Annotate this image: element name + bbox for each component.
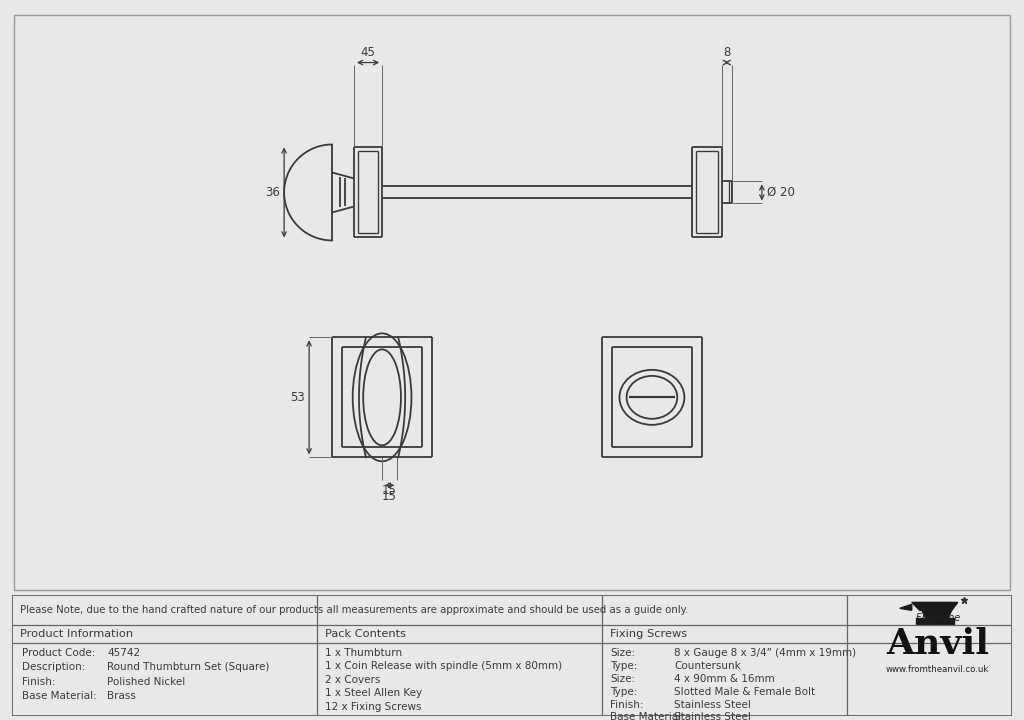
- Text: Please Note, due to the hand crafted nature of our products all measurements are: Please Note, due to the hand crafted nat…: [20, 606, 689, 616]
- Text: 53: 53: [291, 391, 305, 404]
- Text: www.fromtheanvil.co.uk: www.fromtheanvil.co.uk: [886, 665, 989, 675]
- Polygon shape: [922, 611, 951, 618]
- Text: 15: 15: [382, 490, 397, 503]
- Text: 12 x Fixing Screws: 12 x Fixing Screws: [325, 701, 422, 711]
- Text: 45: 45: [360, 45, 376, 58]
- Text: Pack Contents: Pack Contents: [325, 629, 407, 639]
- Text: From the: From the: [915, 613, 959, 624]
- Text: Ø 20: Ø 20: [767, 186, 795, 199]
- Text: 45742: 45742: [108, 648, 140, 658]
- Text: 15: 15: [382, 485, 397, 498]
- Text: 8 x Gauge 8 x 3/4” (4mm x 19mm): 8 x Gauge 8 x 3/4” (4mm x 19mm): [674, 648, 856, 658]
- Text: Brass: Brass: [108, 691, 136, 701]
- Text: 2 x Covers: 2 x Covers: [325, 675, 381, 685]
- Text: Countersunk: Countersunk: [674, 661, 740, 671]
- Text: Base Material:: Base Material:: [610, 712, 685, 720]
- Text: Polished Nickel: Polished Nickel: [108, 677, 185, 687]
- Text: Type:: Type:: [610, 687, 637, 697]
- Text: Base Material:: Base Material:: [23, 691, 97, 701]
- Text: Product Code:: Product Code:: [23, 648, 95, 658]
- Text: 8: 8: [723, 45, 730, 58]
- Text: Product Information: Product Information: [20, 629, 133, 639]
- Text: Round Thumbturn Set (Square): Round Thumbturn Set (Square): [108, 662, 269, 672]
- Polygon shape: [915, 618, 953, 624]
- Text: Anvil: Anvil: [886, 627, 989, 661]
- Text: Type:: Type:: [610, 661, 637, 671]
- Text: 1 x Steel Allen Key: 1 x Steel Allen Key: [325, 688, 422, 698]
- Text: Fixing Screws: Fixing Screws: [610, 629, 687, 639]
- Polygon shape: [911, 603, 957, 611]
- Text: 1 x Thumbturn: 1 x Thumbturn: [325, 648, 402, 658]
- Text: Size:: Size:: [610, 674, 635, 684]
- Text: 36: 36: [265, 186, 281, 199]
- Polygon shape: [900, 604, 911, 611]
- Text: Size:: Size:: [610, 648, 635, 658]
- Text: Slotted Male & Female Bolt: Slotted Male & Female Bolt: [674, 687, 815, 697]
- Text: Stainless Steel: Stainless Steel: [674, 712, 751, 720]
- Text: Description:: Description:: [23, 662, 86, 672]
- Text: Finish:: Finish:: [23, 677, 55, 687]
- Text: 1 x Coin Release with spindle (5mm x 80mm): 1 x Coin Release with spindle (5mm x 80m…: [325, 662, 562, 671]
- Text: Finish:: Finish:: [610, 700, 643, 709]
- Text: 4 x 90mm & 16mm: 4 x 90mm & 16mm: [674, 674, 775, 684]
- Text: Stainless Steel: Stainless Steel: [674, 700, 751, 709]
